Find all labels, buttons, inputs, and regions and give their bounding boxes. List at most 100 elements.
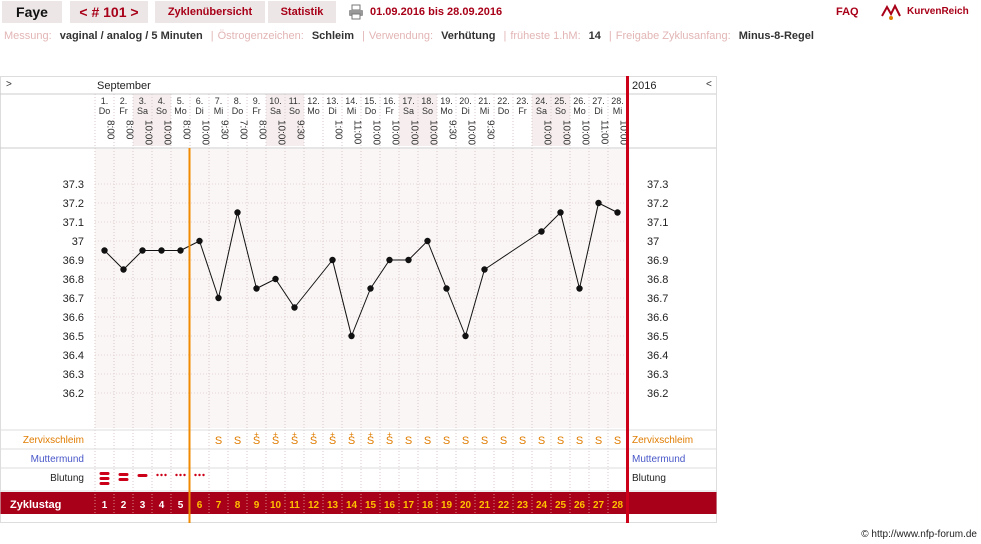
mucus-symbol: S — [538, 435, 545, 447]
bleeding-spot-mark — [164, 473, 167, 477]
prev-nav-arrow[interactable]: > — [6, 79, 12, 90]
logo-text[interactable]: KurvenReich — [907, 6, 969, 17]
y-tick-right: 36.3 — [647, 369, 668, 381]
measure-time: 8:00 — [257, 120, 268, 140]
temperature-line — [237, 212, 257, 289]
setting-value: Minus-8-Regel — [738, 30, 814, 42]
y-tick-left: 36.3 — [63, 369, 84, 381]
measure-time: 10:00 — [371, 120, 382, 145]
measure-time: 8:00 — [105, 120, 116, 140]
measure-time: 8:00 — [124, 120, 135, 140]
day-number: 3. — [139, 96, 147, 106]
cycle-day-number: 8 — [235, 500, 241, 511]
measure-time: 10:00 — [409, 120, 420, 145]
cycle-day-number: 24 — [536, 500, 548, 511]
day-number: 19. — [440, 96, 453, 106]
cycle-day-number: 16 — [384, 500, 396, 511]
weekday-label: Fr — [252, 106, 261, 116]
bleeding-spot-mark — [194, 473, 197, 477]
y-tick-right: 36.8 — [647, 274, 668, 286]
cycle-day-bar — [0, 492, 717, 514]
temperature-line — [579, 202, 599, 289]
faq-link[interactable]: FAQ — [836, 6, 859, 18]
temperature-point — [443, 285, 450, 292]
separator: | — [608, 30, 612, 42]
weekday-label: Mo — [573, 106, 586, 116]
measure-time: 8:00 — [181, 120, 192, 140]
setting-value: Schleim — [311, 30, 354, 42]
mucus-symbol: S — [462, 435, 469, 447]
temperature-point — [386, 256, 393, 264]
bleeding-row-label: Blutung — [50, 473, 84, 484]
weekday-label: Mo — [174, 106, 187, 116]
mucus-symbol: S — [519, 435, 526, 447]
day-number: 10. — [269, 96, 282, 106]
y-tick-right: 36.4 — [647, 350, 668, 362]
bleeding-medium-mark — [118, 473, 129, 476]
temperature-line — [370, 259, 390, 289]
day-number: 23. — [516, 96, 529, 106]
printer-icon[interactable] — [348, 4, 364, 20]
weekday-label: Sa — [403, 106, 414, 116]
mucus-symbol: S — [595, 435, 602, 447]
y-tick-right: 36.9 — [647, 255, 668, 267]
y-tick-right: 36.7 — [647, 293, 668, 305]
temperature-line — [123, 250, 143, 270]
measure-time: 10:00 — [200, 120, 211, 145]
measure-time: 9:30 — [485, 120, 496, 140]
day-number: 8. — [234, 96, 242, 106]
weekday-label: Sa — [270, 106, 281, 116]
measure-time: 9:30 — [295, 120, 306, 140]
cycle-day-number: 27 — [593, 500, 605, 511]
mucus-plus-symbol: + — [254, 430, 259, 439]
date-range: 01.09.2016 bis 28.09.2016 — [370, 6, 503, 18]
weekday-label: So — [289, 106, 300, 116]
weekday-label: Mi — [214, 106, 224, 116]
temperature-point — [424, 237, 431, 245]
day-number: 21. — [478, 96, 491, 106]
day-number: 28. — [611, 96, 624, 106]
tab-cycle-overview[interactable]: Zyklenübersicht — [155, 1, 265, 23]
cycle-day-number: 6 — [197, 500, 203, 511]
copyright-footer: © http://www.nfp-forum.de — [861, 529, 977, 540]
weekend-shade — [285, 94, 304, 146]
mucus-symbol: S — [576, 435, 583, 447]
cycle-day-number: 18 — [422, 500, 434, 511]
mucus-symbol: S — [424, 435, 431, 447]
bleeding-spot-mark — [156, 473, 159, 477]
y-tick-left: 36.9 — [63, 255, 84, 267]
y-tick-right: 37.3 — [647, 179, 668, 191]
day-number: 14. — [345, 96, 358, 106]
weekend-shade — [399, 94, 418, 146]
measure-time: 9:30 — [447, 120, 458, 140]
temperature-line — [104, 250, 124, 270]
cycle-day-number: 23 — [517, 500, 529, 511]
setting-label: Östrogenzeichen: — [217, 30, 304, 42]
cervix-row-label: Muttermund — [31, 454, 84, 465]
cycle-day-number: 12 — [308, 500, 320, 511]
temperature-point — [291, 304, 298, 311]
weekday-label: Sa — [137, 106, 148, 116]
day-number: 12. — [307, 96, 320, 106]
cycle-day-number: 14 — [346, 500, 358, 511]
temperature-point — [158, 247, 165, 254]
cycle-day-number: 10 — [270, 500, 282, 511]
weekday-label: Fr — [518, 106, 527, 116]
cycle-navigator[interactable]: < # 101 > — [70, 1, 148, 23]
weekday-label: So — [555, 106, 566, 116]
mucus-plus-symbol: + — [273, 430, 278, 439]
day-number: 4. — [158, 96, 166, 106]
weekday-label: Do — [99, 106, 111, 116]
mucus-plus-symbol: + — [311, 430, 316, 439]
temperature-point — [595, 199, 602, 207]
next-nav-arrow[interactable]: < — [706, 79, 712, 90]
bleeding-row-label-right: Blutung — [632, 473, 666, 484]
tab-statistics[interactable]: Statistik — [268, 1, 336, 23]
setting-value: 14 — [588, 30, 601, 42]
weekday-label: So — [156, 106, 167, 116]
mucus-plus-symbol: + — [292, 430, 297, 439]
day-number: 16. — [383, 96, 396, 106]
measure-time: 10:00 — [162, 120, 173, 145]
temperature-point — [101, 247, 108, 254]
day-number: 20. — [459, 96, 472, 106]
